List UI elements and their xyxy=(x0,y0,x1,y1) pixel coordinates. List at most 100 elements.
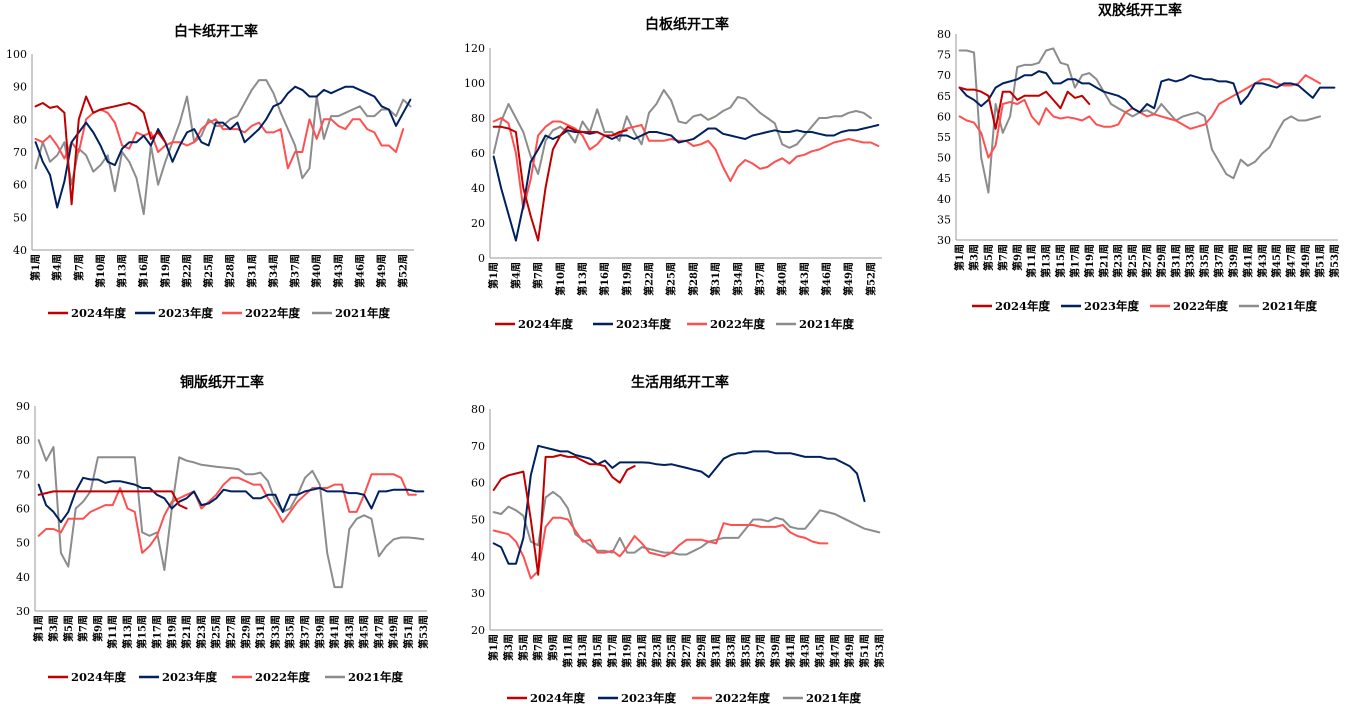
y-tick-label: 35 xyxy=(937,213,951,226)
legend-label: 2021年度 xyxy=(1262,299,1318,313)
x-tick-label: 第51周 xyxy=(402,615,415,649)
x-tick-label: 第35周 xyxy=(1198,244,1211,278)
x-tick-label: 第25周 xyxy=(665,634,678,668)
x-tick-label: 第29周 xyxy=(695,634,708,668)
series-line-2021年度 xyxy=(958,47,1321,194)
x-tick-label: 第1周 xyxy=(487,634,500,661)
y-tick-label: 100 xyxy=(6,48,27,61)
y-tick-label: 20 xyxy=(471,624,485,637)
x-tick-label: 第37周 xyxy=(754,634,767,668)
y-tick-label: 70 xyxy=(471,440,485,453)
chart-legend: 2024年度 2023年度 2022年度 2021年度 xyxy=(48,306,391,320)
legend-label: 2024年度 xyxy=(71,670,127,684)
x-tick-label: 第34周 xyxy=(731,262,744,296)
legend-label: 2022年度 xyxy=(245,306,301,320)
series-line-2021年度 xyxy=(492,490,881,556)
series-line-2024年度 xyxy=(34,95,167,206)
x-tick-label: 第21周 xyxy=(636,634,649,668)
x-tick-label: 第49周 xyxy=(1299,244,1312,278)
y-tick-label: 40 xyxy=(937,193,951,206)
x-tick-label: 第1周 xyxy=(953,244,966,271)
legend-label: 2024年度 xyxy=(71,306,127,320)
x-tick-label: 第19周 xyxy=(159,254,172,288)
x-tick-label: 第13周 xyxy=(576,262,589,296)
legend-label: 2023年度 xyxy=(162,670,218,684)
y-tick-label: 70 xyxy=(16,468,30,481)
y-tick-label: 120 xyxy=(464,42,485,55)
x-tick-label: 第47周 xyxy=(372,615,385,649)
x-tick-label: 第17周 xyxy=(606,634,619,668)
series-line-2024年度 xyxy=(958,86,1091,130)
x-tick-label: 第27周 xyxy=(680,634,693,668)
x-tick-label: 第35周 xyxy=(284,615,297,649)
x-tick-label: 第13周 xyxy=(576,634,589,668)
chart-title: 双胶纸开工率 xyxy=(1098,2,1182,19)
x-tick-label: 第11周 xyxy=(561,634,574,668)
chart-title: 铜版纸开工率 xyxy=(180,374,264,391)
x-tick-label: 第27周 xyxy=(1141,244,1154,278)
x-tick-label: 第17周 xyxy=(1068,244,1081,278)
y-tick-label: 100 xyxy=(464,77,485,90)
series-line-2024年度 xyxy=(492,125,628,242)
x-tick-label: 第33周 xyxy=(269,615,282,649)
x-tick-label: 第35周 xyxy=(739,634,752,668)
y-tick-label: 30 xyxy=(937,234,951,247)
x-tick-label: 第1周 xyxy=(487,262,500,289)
x-tick-label: 第31周 xyxy=(710,634,723,668)
series-line-2023年度 xyxy=(34,85,412,209)
x-tick-label: 第5周 xyxy=(517,634,530,661)
x-tick-label: 第31周 xyxy=(709,262,722,296)
y-tick-label: 60 xyxy=(471,477,485,490)
series-line-2024年度 xyxy=(492,454,636,576)
x-tick-label: 第16周 xyxy=(598,262,611,296)
series-line-2021年度 xyxy=(34,79,412,216)
y-tick-label: 20 xyxy=(471,217,485,230)
series-line-2023年度 xyxy=(492,124,880,242)
x-tick-label: 第22周 xyxy=(643,262,656,296)
x-tick-label: 第19周 xyxy=(621,634,634,668)
x-tick-label: 第49周 xyxy=(843,634,856,668)
x-tick-label: 第49周 xyxy=(842,262,855,296)
x-tick-label: 第19周 xyxy=(620,262,633,296)
x-tick-label: 第15周 xyxy=(136,615,149,649)
x-tick-label: 第7周 xyxy=(77,615,90,642)
series-line-2023年度 xyxy=(37,476,425,524)
x-tick-label: 第34周 xyxy=(267,254,280,288)
x-tick-label: 第53周 xyxy=(1328,244,1341,278)
chart-legend: 2024年度 2023年度 2022年度 2021年度 xyxy=(495,317,855,331)
legend-label: 2023年度 xyxy=(1084,299,1140,313)
y-tick-label: 80 xyxy=(937,28,951,41)
y-tick-label: 60 xyxy=(13,179,27,192)
legend-label: 2024年度 xyxy=(530,691,586,704)
series-line-2024年度 xyxy=(37,490,188,510)
y-tick-label: 40 xyxy=(13,244,27,257)
x-tick-label: 第9周 xyxy=(1011,244,1024,271)
legend-label: 2021年度 xyxy=(348,670,404,684)
x-tick-label: 第43周 xyxy=(799,634,812,668)
x-tick-label: 第5周 xyxy=(62,615,75,642)
y-tick-label: 0 xyxy=(478,252,485,265)
x-tick-label: 第33周 xyxy=(1184,244,1197,278)
x-tick-label: 第46周 xyxy=(820,262,833,296)
y-tick-label: 50 xyxy=(471,514,485,527)
x-tick-label: 第27周 xyxy=(225,615,238,649)
x-tick-label: 第37周 xyxy=(298,615,311,649)
chart-legend: 2024年度 2023年度 2022年度 2021年度 xyxy=(507,691,862,704)
x-tick-label: 第4周 xyxy=(509,262,522,289)
legend-label: 2024年度 xyxy=(518,317,574,331)
y-tick-label: 80 xyxy=(471,403,485,416)
x-tick-label: 第39周 xyxy=(313,615,326,649)
x-tick-label: 第10周 xyxy=(94,254,107,288)
legend-label: 2021年度 xyxy=(335,306,391,320)
y-tick-label: 50 xyxy=(937,152,951,165)
series-line-2023年度 xyxy=(492,444,866,565)
y-tick-label: 70 xyxy=(937,69,951,82)
y-tick-label: 90 xyxy=(16,400,30,413)
x-tick-label: 第45周 xyxy=(813,634,826,668)
x-tick-label: 第51周 xyxy=(1313,244,1326,278)
y-tick-label: 30 xyxy=(16,605,30,618)
x-tick-label: 第52周 xyxy=(397,254,410,288)
legend-label: 2024年度 xyxy=(995,299,1051,313)
x-tick-label: 第7周 xyxy=(532,262,545,289)
